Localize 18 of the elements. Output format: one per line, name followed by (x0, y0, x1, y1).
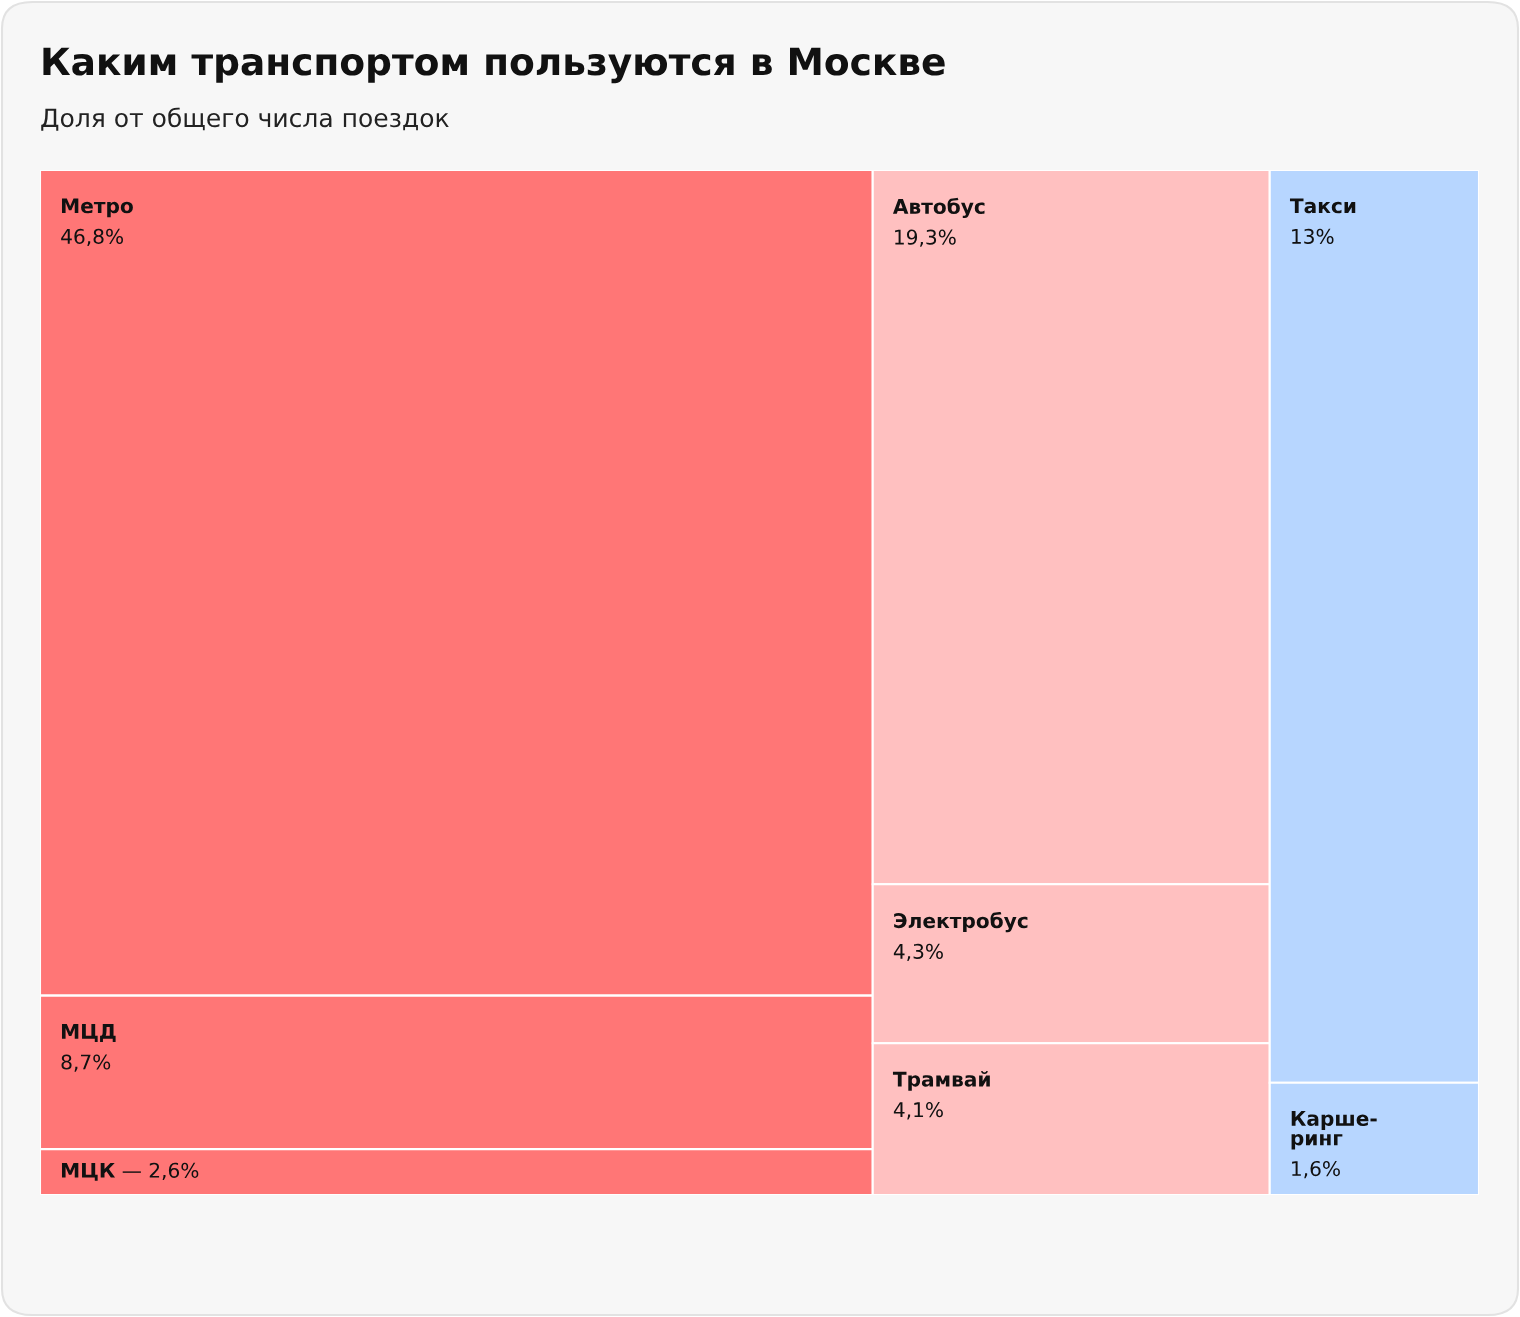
data-label: 19,3% (895, 229, 956, 247)
category-label: МЦД (61, 1024, 116, 1042)
data-label: 1,6% (1292, 1160, 1340, 1179)
text: Каким транспортом пользуются в Москве (43, 47, 945, 84)
category-label: Электробус (894, 911, 1028, 933)
category-label: Карше- ринг (1291, 1111, 1377, 1150)
category-label: Такси (1289, 198, 1356, 214)
data-label: 13% (1292, 228, 1334, 244)
data-label: — 2,6% (122, 1162, 199, 1180)
data-label: 4,3% (893, 943, 943, 962)
category-label: Автобус (892, 197, 985, 219)
category-label: Трамвай (892, 1071, 990, 1091)
category-label: МЦК (61, 1162, 116, 1181)
data-label: 8,7% (61, 1054, 111, 1072)
category-label: Метро (61, 198, 133, 218)
data-label: 46,8% (61, 228, 123, 247)
text: Доля от общего числа поездок (41, 107, 449, 131)
data-label: 4,1% (893, 1102, 943, 1120)
